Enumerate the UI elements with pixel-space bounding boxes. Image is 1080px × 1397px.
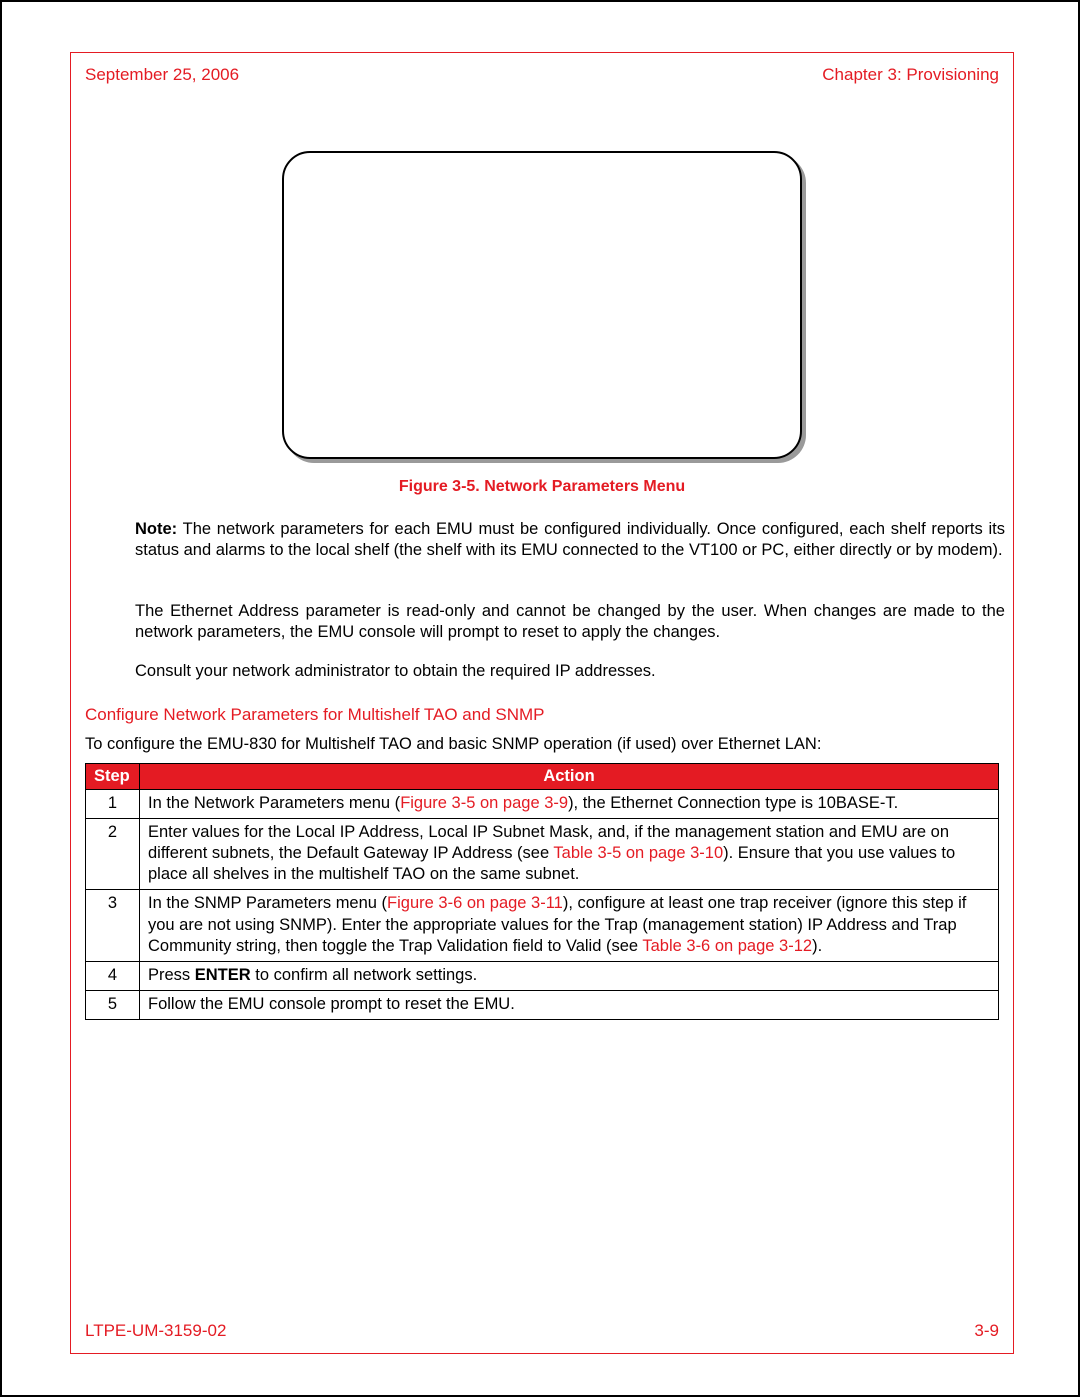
paragraph-intro: To configure the EMU-830 for Multishelf … (85, 735, 821, 754)
figure-box-wrap (282, 151, 802, 459)
cross-reference[interactable]: Figure 3-5 on page 3-9 (400, 794, 568, 812)
page-header: September 25, 2006 Chapter 3: Provisioni… (85, 65, 999, 85)
step-action: Enter values for the Local IP Address, L… (140, 819, 999, 890)
figure-caption: Figure 3-5. Network Parameters Menu (282, 478, 802, 496)
page: September 25, 2006 Chapter 3: Provisioni… (0, 0, 1080, 1397)
table-row: 3In the SNMP Parameters menu (Figure 3-6… (86, 890, 999, 961)
table-row: 5 Follow the EMU console prompt to reset … (86, 990, 999, 1019)
col-step: Step (86, 764, 140, 790)
table-row: 1In the Network Parameters menu (Figure … (86, 790, 999, 819)
note-label: Note: (135, 520, 177, 538)
step-action: In the Network Parameters menu (Figure 3… (140, 790, 999, 819)
step-number: 2 (86, 819, 140, 890)
header-date: September 25, 2006 (85, 65, 239, 85)
col-action: Action (140, 764, 999, 790)
text: ), the Ethernet Connection type is 10BAS… (568, 794, 898, 812)
step-number: 1 (86, 790, 140, 819)
figure-3-5: Figure 3-5. Network Parameters Menu (282, 151, 802, 496)
step-action: Follow the EMU console prompt to reset t… (140, 990, 999, 1019)
note-paragraph: Note: The network parameters for each EM… (135, 519, 1005, 561)
paragraph-consult: Consult your network administrator to ob… (135, 661, 1005, 682)
note-body: The network parameters for each EMU must… (135, 520, 1005, 559)
table-row: 2Enter values for the Local IP Address, … (86, 819, 999, 890)
text: to confirm all network settings. (251, 966, 478, 984)
step-number: 4 (86, 961, 140, 990)
step-number: 3 (86, 890, 140, 961)
cross-reference[interactable]: Figure 3-6 on page 3-11 (387, 894, 563, 912)
figure-box (282, 151, 802, 459)
text: ). (812, 937, 822, 955)
emphasis: ENTER (195, 966, 251, 984)
step-action: In the SNMP Parameters menu (Figure 3-6 … (140, 890, 999, 961)
text: Press (148, 966, 195, 984)
paragraph-ethernet: The Ethernet Address parameter is read-o… (135, 601, 1005, 643)
cross-reference[interactable]: Table 3-5 on page 3-10 (553, 844, 723, 862)
footer-docid: LTPE-UM-3159-02 (85, 1321, 226, 1341)
text: Follow the EMU console prompt to reset t… (148, 995, 515, 1013)
step-number: 5 (86, 990, 140, 1019)
table-header-row: Step Action (86, 764, 999, 790)
step-action: Press ENTER to confirm all network setti… (140, 961, 999, 990)
content-frame: September 25, 2006 Chapter 3: Provisioni… (70, 52, 1014, 1354)
cross-reference[interactable]: Table 3-6 on page 3-12 (642, 937, 812, 955)
table-row: 4Press ENTER to confirm all network sett… (86, 961, 999, 990)
header-chapter: Chapter 3: Provisioning (822, 65, 999, 85)
section-heading: Configure Network Parameters for Multish… (85, 705, 544, 725)
text: In the SNMP Parameters menu ( (148, 894, 387, 912)
text: In the Network Parameters menu ( (148, 794, 400, 812)
footer-pagenum: 3-9 (974, 1321, 999, 1341)
page-footer: LTPE-UM-3159-02 3-9 (85, 1321, 999, 1341)
steps-table: Step Action 1In the Network Parameters m… (85, 763, 999, 1020)
